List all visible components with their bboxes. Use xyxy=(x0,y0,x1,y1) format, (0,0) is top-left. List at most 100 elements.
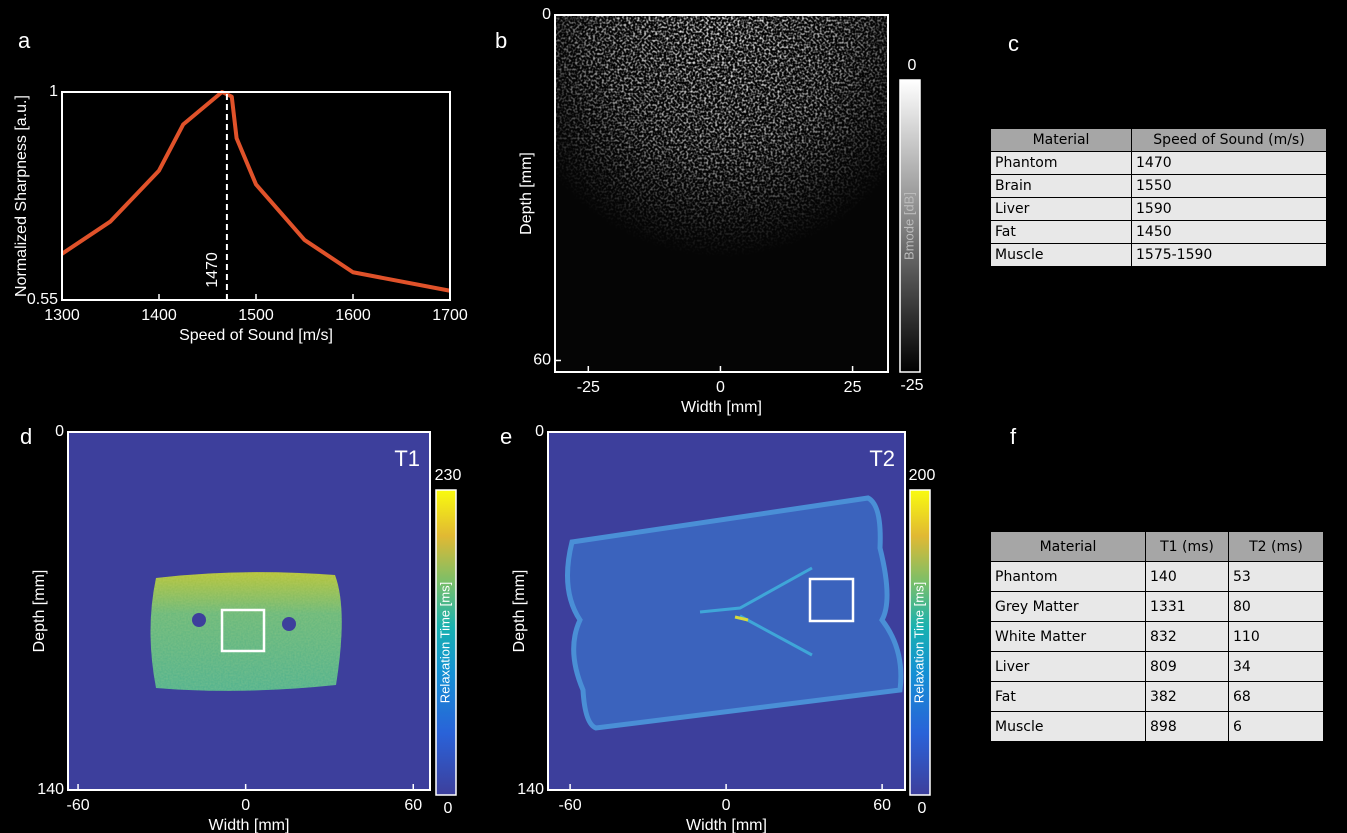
row: Brain 1550 xyxy=(990,174,1327,198)
row: Muscle 898 6 xyxy=(990,711,1324,742)
colorbar-label: Relaxation Time [ms] xyxy=(437,582,452,703)
annotation: T2 xyxy=(869,446,895,471)
header-cell: Material xyxy=(990,531,1146,562)
x-tick-label: 0 xyxy=(241,797,250,814)
axes-frame xyxy=(67,431,431,791)
x-axis-label: Width [mm] xyxy=(686,817,767,833)
x-axis-label: Width [mm] xyxy=(681,399,762,416)
cell: 110 xyxy=(1228,621,1324,652)
x-tick-label: -60 xyxy=(559,797,582,814)
y-axis-label: Depth [mm] xyxy=(31,570,48,653)
hole xyxy=(282,617,296,631)
x-tick-label: 1300 xyxy=(44,307,80,324)
panel-label: e xyxy=(500,424,512,449)
header-row: Material T1 (ms) T2 (ms) xyxy=(990,531,1324,562)
cell: Phantom xyxy=(990,561,1146,592)
roi xyxy=(808,577,855,623)
row: White Matter 832 110 xyxy=(990,621,1324,652)
cell: Phantom xyxy=(990,151,1132,175)
row: Fat 1450 xyxy=(990,220,1327,244)
row: Grey Matter 1331 80 xyxy=(990,591,1324,622)
x-tick-label: 0 xyxy=(722,797,731,814)
cell: White Matter xyxy=(990,621,1146,652)
cell: Muscle xyxy=(990,243,1132,267)
x-tick-label: 1400 xyxy=(141,307,177,324)
cell: Fat xyxy=(990,681,1146,712)
colorbar-tick-label: 200 xyxy=(909,467,936,484)
x-axis-label: Speed of Sound [m/s] xyxy=(179,327,333,344)
cell: 6 xyxy=(1228,711,1324,742)
colorbar xyxy=(909,489,931,796)
x-tick-label: -25 xyxy=(577,379,600,396)
cell: 898 xyxy=(1145,711,1229,742)
x-tick-label: 0 xyxy=(716,379,725,396)
cell: 809 xyxy=(1145,651,1229,682)
highlight xyxy=(734,615,749,622)
colorbar-label: Bmode [dB] xyxy=(901,192,916,260)
panel-label: f xyxy=(1010,424,1017,449)
header-cell: Material xyxy=(990,128,1132,152)
y-tick-label: 0 xyxy=(55,423,64,440)
cell: 1331 xyxy=(1145,591,1229,622)
header-cell: T1 (ms) xyxy=(1145,531,1229,562)
colorbar-tick-label: 230 xyxy=(435,467,462,484)
header-cell: T2 (ms) xyxy=(1228,531,1324,562)
y-tick-label: 0 xyxy=(535,423,544,440)
x-tick-label: -60 xyxy=(66,797,89,814)
line xyxy=(60,90,451,293)
cell: 1575-1590 xyxy=(1131,243,1327,267)
x-axis-label: Width [mm] xyxy=(209,817,290,833)
row: Fat 382 68 xyxy=(990,681,1324,712)
hole xyxy=(192,613,206,627)
cell: 1470 xyxy=(1131,151,1327,175)
row: Muscle 1575-1590 xyxy=(990,243,1327,267)
x-tick-label: 1500 xyxy=(238,307,274,324)
cell: 1590 xyxy=(1131,197,1327,221)
cell: 68 xyxy=(1228,681,1324,712)
y-tick-label: 0 xyxy=(542,6,551,23)
roi xyxy=(220,608,266,653)
table: Material T1 (ms) T2 (ms) Phantom 140 53 Grey M… xyxy=(990,531,1324,742)
cell: Muscle xyxy=(990,711,1146,742)
x-tick-label: 60 xyxy=(404,797,422,814)
axes-frame xyxy=(554,14,889,373)
x-tick-label: 1700 xyxy=(432,307,468,324)
cell: 140 xyxy=(1145,561,1229,592)
header-cell: Speed of Sound (m/s) xyxy=(1131,128,1327,152)
y-axis-label: Depth [mm] xyxy=(518,152,535,235)
colorbar-tick-label: -25 xyxy=(900,377,923,394)
row: Liver 1590 xyxy=(990,197,1327,221)
cell: Liver xyxy=(990,651,1146,682)
y-axis-label: Normalized Sharpness [a.u.] xyxy=(13,95,30,297)
colorbar xyxy=(899,79,921,373)
y-axis-label: Depth [mm] xyxy=(511,570,528,653)
speckle xyxy=(555,15,888,372)
colorbar-tick-label: 0 xyxy=(908,57,917,74)
marker-label: 1470 xyxy=(204,252,221,288)
panel-label: c xyxy=(1008,31,1019,56)
table: Material Speed of Sound (m/s) Phantom 1470 B… xyxy=(990,128,1327,267)
row: Liver 809 34 xyxy=(990,651,1324,682)
cell: 1550 xyxy=(1131,174,1327,198)
cell: Brain xyxy=(990,174,1132,198)
panel-label: b xyxy=(495,28,507,53)
y-tick-label: 1 xyxy=(49,83,58,100)
x-tick-label: 1600 xyxy=(335,307,371,324)
x-tick-label: 25 xyxy=(844,379,862,396)
colorbar-label: Relaxation Time [ms] xyxy=(911,582,926,703)
cell: 832 xyxy=(1145,621,1229,652)
colorbar-tick-label: 0 xyxy=(918,800,927,817)
cell: Fat xyxy=(990,220,1132,244)
cell: 80 xyxy=(1228,591,1324,622)
panel-label: a xyxy=(18,28,31,53)
x-tick-label: 60 xyxy=(873,797,891,814)
cell: 382 xyxy=(1145,681,1229,712)
cell: 1450 xyxy=(1131,220,1327,244)
row: Phantom 140 53 xyxy=(990,561,1324,592)
y-tick-label: 140 xyxy=(37,781,64,798)
cell: Grey Matter xyxy=(990,591,1146,622)
y-tick-label: 60 xyxy=(533,352,551,369)
v-structure xyxy=(699,566,813,657)
